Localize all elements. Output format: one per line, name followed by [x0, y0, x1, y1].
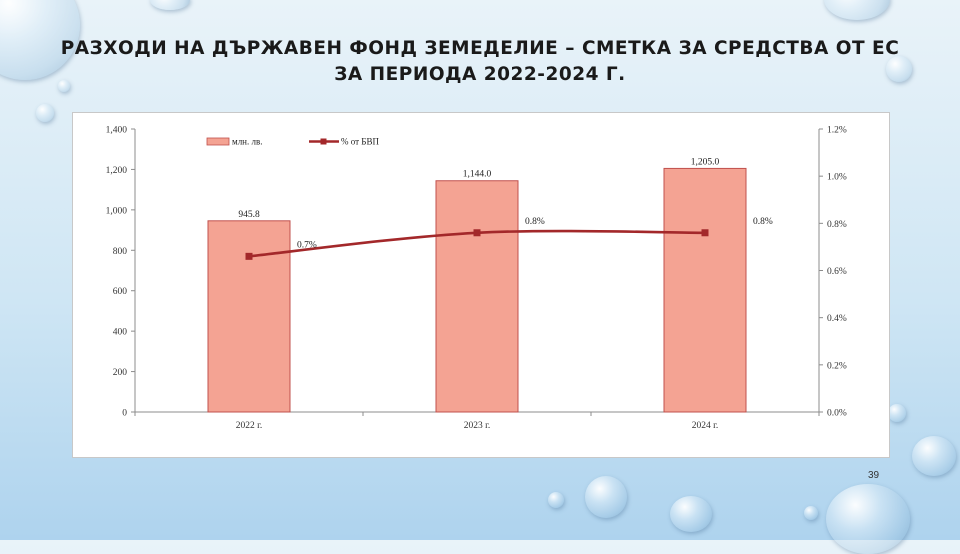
water-drop-icon	[150, 0, 190, 10]
x-tick-label: 2024 г.	[692, 421, 719, 431]
water-drop-icon	[912, 436, 956, 476]
y-left-tick-label: 200	[113, 368, 128, 378]
page-number: 39	[868, 470, 880, 481]
bar-data-label: 1,205.0	[691, 157, 720, 167]
legend-label-bar: млн. лв.	[232, 137, 263, 147]
x-tick-label: 2023 г.	[464, 421, 491, 431]
y-left-tick-label: 0	[122, 409, 127, 419]
bar	[435, 180, 519, 413]
legend-swatch-bar	[206, 137, 230, 146]
water-drop-icon	[548, 492, 564, 508]
line-point	[473, 229, 481, 237]
chart-container: 0 200 400 600 800 1,000 1,200 1,400 0.0% 0.2% 0.4%…	[72, 112, 890, 458]
line-data-label: 0.8%	[753, 217, 773, 227]
line-point	[245, 252, 253, 260]
water-drop-icon	[670, 496, 712, 532]
y-right-tick-label: 0.6%	[827, 267, 847, 277]
y-right-tick-label: 1.2%	[827, 126, 847, 136]
bar-data-label: 945.8	[238, 210, 260, 220]
water-drop-icon	[585, 476, 627, 518]
bar	[663, 167, 747, 413]
y-right-tick-label: 0.4%	[827, 314, 847, 324]
water-drop-icon	[824, 0, 890, 20]
line-data-label: 0.8%	[525, 217, 545, 227]
combo-chart: 0 200 400 600 800 1,000 1,200 1,400 0.0% 0.2% 0.4%…	[106, 126, 847, 432]
line-data-label: 0.7%	[297, 240, 317, 250]
legend-label-line: % от БВП	[341, 137, 379, 147]
bar	[207, 220, 291, 413]
x-tick-label: 2022 г.	[236, 421, 263, 431]
y-left-tick-label: 800	[113, 247, 128, 257]
water-drop-icon	[804, 506, 818, 520]
water-drop-icon	[826, 484, 910, 554]
slide-title-line-1: РАЗХОДИ НА ДЪРЖАВЕН ФОНД ЗЕМЕДЕЛИЕ – СМЕ…	[60, 38, 900, 59]
line-point	[701, 229, 709, 237]
legend-swatch-line-marker	[320, 138, 327, 145]
y-left-tick-label: 1,200	[106, 166, 128, 176]
water-drop-icon	[888, 404, 906, 422]
bar-data-label: 1,144.0	[463, 170, 492, 180]
slide-title: РАЗХОДИ НА ДЪРЖАВЕН ФОНД ЗЕМЕДЕЛИЕ – СМЕ…	[40, 36, 920, 88]
water-drop-icon	[58, 80, 70, 92]
y-right-tick-label: 1.0%	[827, 173, 847, 183]
water-drop-icon	[886, 56, 912, 82]
slide-title-line-2: ЗА ПЕРИОДА 2022-2024 Г.	[334, 64, 626, 85]
y-right-tick-label: 0.2%	[827, 361, 847, 371]
water-drop-icon	[36, 104, 54, 122]
y-right-tick-label: 0.0%	[827, 409, 847, 419]
y-left-tick-label: 1,000	[106, 206, 128, 216]
y-right-tick-label: 0.8%	[827, 220, 847, 230]
y-left-tick-label: 400	[113, 328, 128, 338]
y-left-tick-label: 1,400	[106, 126, 128, 136]
y-left-tick-label: 600	[113, 287, 128, 297]
